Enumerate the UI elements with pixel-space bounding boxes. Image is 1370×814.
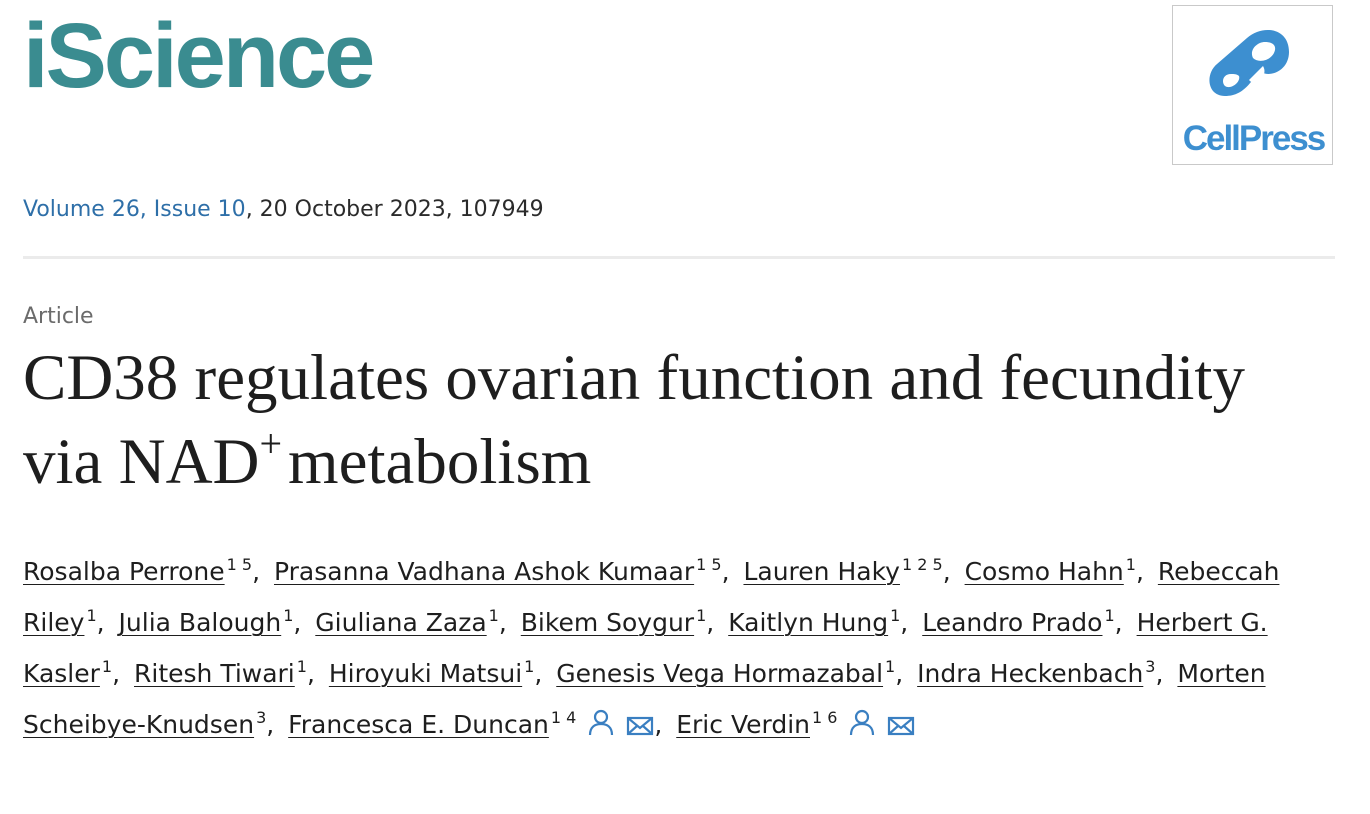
author-affiliation-marker: 1 6 [812, 708, 838, 727]
author-affiliation-marker: 1 [283, 606, 294, 625]
author-entry: Leandro Prado 1, [922, 606, 1128, 638]
author-affiliation-marker: 1 4 [550, 708, 577, 727]
volume-issue-link[interactable]: Volume 26, Issue 10 [23, 197, 246, 222]
author-affiliation-marker: 1 [488, 606, 499, 625]
author-entry: Genesis Vega Hormazabal 1, [556, 657, 909, 689]
author-separator: , [942, 557, 951, 586]
author-entry: Ritesh Tiwari 1, [134, 657, 321, 689]
author-affiliation-marker: 1 [296, 657, 307, 676]
author-affiliation-marker: 1 [696, 606, 707, 625]
author-link[interactable]: Leandro Prado [922, 608, 1103, 637]
author-separator: , [96, 608, 105, 637]
author-link[interactable]: Cosmo Hahn [964, 557, 1124, 586]
author-link[interactable]: Lauren Haky [743, 557, 900, 586]
author-link[interactable]: Hiroyuki Matsui [328, 659, 523, 688]
author-affiliation-marker: 1 [524, 657, 535, 676]
author-separator: , [1155, 659, 1164, 688]
person-icon[interactable] [586, 703, 616, 754]
author-affiliation-marker: 1 [101, 657, 113, 676]
author-entry: Morten Scheibye-Knudsen 3, [23, 659, 1266, 739]
cellpress-mark-icon [1209, 29, 1289, 96]
author-separator: , [252, 557, 261, 586]
article-title-text-end: metabolism [288, 426, 592, 498]
author-entry: Cosmo Hahn 1, [964, 555, 1150, 587]
envelope-icon[interactable] [887, 703, 915, 754]
author-separator: , [706, 608, 715, 637]
article-type-label: Article [23, 304, 94, 329]
author-entry: Bikem Soygur 1, [520, 606, 720, 638]
author-separator: , [895, 659, 904, 688]
author-link[interactable]: Kaitlyn Hung [728, 608, 889, 637]
author-separator: , [266, 710, 275, 739]
header-divider [23, 256, 1335, 259]
author-link[interactable]: Francesca E. Duncan [288, 710, 549, 739]
author-affiliation-marker: 3 [1145, 657, 1156, 676]
author-entry: Julia Balough 1, [118, 606, 308, 638]
author-list: Rosalba Perrone 1 5, Prasanna Vadhana Ash… [23, 546, 1335, 754]
author-entry: Francesca E. Duncan 1 4, [288, 708, 668, 740]
author-affiliation-marker: 1 [890, 606, 901, 625]
issue-info: Volume 26, Issue 10, 20 October 2023, 10… [23, 196, 544, 224]
author-entry: Rosalba Perrone 1 5, [23, 555, 266, 587]
author-link[interactable]: Ritesh Tiwari [134, 659, 295, 688]
author-separator: , [1114, 608, 1123, 637]
author-separator: , [1135, 557, 1144, 586]
author-entry: Kaitlyn Hung 1, [728, 606, 914, 638]
author-link[interactable]: Giuliana Zaza [315, 608, 487, 637]
author-entry: Eric Verdin 1 6 [676, 710, 921, 739]
journal-logo[interactable]: iScience [23, 5, 375, 107]
author-link[interactable]: Rosalba Perrone [23, 557, 225, 586]
author-separator: , [306, 659, 315, 688]
author-separator: , [654, 710, 663, 739]
author-affiliation-marker: 1 [885, 657, 896, 676]
envelope-icon[interactable] [626, 703, 654, 754]
author-entry: Rebeccah Riley 1, [23, 557, 1279, 637]
author-separator: , [721, 557, 730, 586]
author-link[interactable]: Rebeccah Riley [23, 557, 1280, 637]
author-entry: Hiroyuki Matsui 1, [328, 657, 548, 689]
article-header: iScience CellPress Volume 26, Issue 10, … [23, 0, 1335, 814]
author-entry: Indra Heckenbach 3, [917, 657, 1169, 689]
author-link[interactable]: Genesis Vega Hormazabal [556, 659, 884, 688]
issue-date-and-number: , 20 October 2023, 107949 [245, 197, 544, 222]
author-entry: Lauren Haky 1 2 5, [743, 555, 956, 587]
author-affiliation-marker: 1 [1125, 555, 1136, 574]
author-affiliation-marker: 1 [1104, 606, 1115, 625]
author-affiliation-marker: 3 [256, 708, 267, 727]
article-title-text: CD38 regulates ovarian function and fecu… [23, 342, 1245, 498]
author-link[interactable]: Indra Heckenbach [917, 659, 1144, 688]
author-separator: , [900, 608, 909, 637]
article-title-superscript: + [259, 421, 283, 466]
author-separator: , [112, 659, 121, 688]
author-entry: Giuliana Zaza 1, [315, 606, 513, 638]
person-icon[interactable] [847, 703, 877, 754]
author-affiliation-marker: 1 5 [226, 555, 253, 574]
author-link[interactable]: Morten Scheibye-Knudsen [23, 659, 1266, 739]
author-entry: Prasanna Vadhana Ashok Kumaar 1 5, [273, 555, 736, 587]
author-entry: Herbert G. Kasler 1, [23, 608, 1268, 688]
author-link[interactable]: Prasanna Vadhana Ashok Kumaar [273, 557, 695, 586]
author-affiliation-marker: 1 5 [696, 555, 722, 574]
author-separator: , [293, 608, 302, 637]
author-link[interactable]: Julia Balough [118, 608, 282, 637]
author-affiliation-marker: 1 2 5 [901, 555, 943, 574]
author-affiliation-marker: 1 [86, 606, 97, 625]
author-separator: , [534, 659, 543, 688]
author-separator: , [498, 608, 507, 637]
author-link[interactable]: Herbert G. Kasler [23, 608, 1268, 688]
publisher-logo[interactable]: CellPress [1172, 5, 1333, 165]
publisher-name: CellPress [1182, 119, 1327, 158]
author-link[interactable]: Bikem Soygur [520, 608, 695, 637]
author-link[interactable]: Eric Verdin [676, 710, 810, 739]
article-title: CD38 regulates ovarian function and fecu… [23, 336, 1273, 504]
